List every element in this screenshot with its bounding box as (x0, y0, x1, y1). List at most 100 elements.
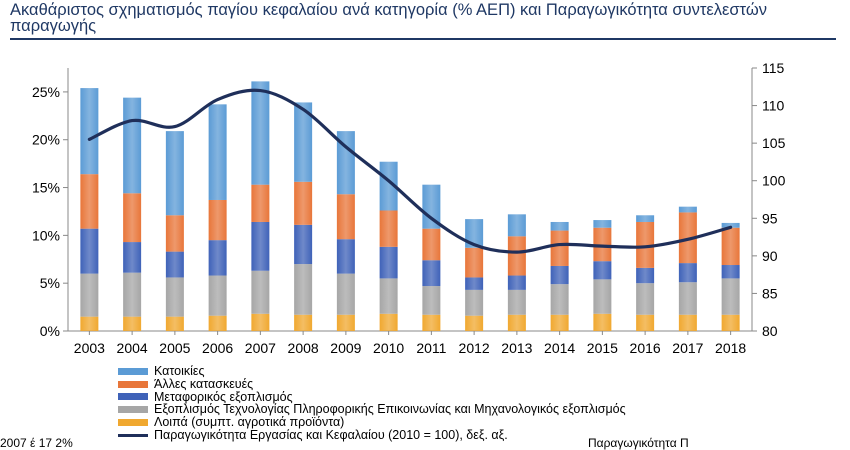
legend-item-housing: Κατοικίες (118, 365, 626, 378)
chart-area: 0% 5% 10% 15% 20% 25% 80 85 90 95 100 105 110 115 2003… (32, 60, 786, 356)
bar-segment (636, 314, 655, 331)
bar-segment (678, 206, 697, 213)
bar-segment (251, 221, 270, 271)
bar-segment (721, 265, 740, 279)
clipped-text-left: 2007 έ 17 2% (0, 436, 73, 450)
bar-segment (721, 314, 740, 331)
bar-segment (208, 104, 227, 200)
bar-segment (636, 267, 655, 284)
productivity-line (87, 88, 733, 254)
bar-segment (465, 277, 484, 290)
bar-segment (550, 230, 569, 266)
bar-segment (294, 224, 313, 265)
bar-segment (379, 210, 398, 247)
x-tick-label: 2018 (715, 340, 746, 356)
y-tick-label-left: 10% (32, 227, 60, 243)
bar-segment (593, 220, 612, 228)
bar-segment (165, 277, 184, 317)
legend-label-productivity: Παραγωγικότητα Εργασίας και Κεφαλαίου (2… (154, 427, 508, 442)
bar-segment (336, 239, 355, 274)
bar-segment (294, 181, 313, 225)
x-tick-label: 2016 (630, 340, 661, 356)
y-tick-label-right: 95 (762, 210, 778, 226)
x-tick-label: 2008 (288, 340, 319, 356)
x-tick-label: 2012 (459, 340, 490, 356)
bar-segment (336, 314, 355, 331)
bar-segment (507, 289, 526, 315)
x-tick-label: 2011 (416, 340, 446, 356)
bar-segment (465, 247, 484, 278)
bar-segment (507, 214, 526, 237)
bar-segment (721, 227, 740, 266)
y-tick-label-right: 110 (762, 98, 785, 114)
y-tick-label-right: 100 (762, 173, 786, 189)
bar-segment (123, 97, 142, 194)
bar-segment (80, 316, 99, 331)
bar-segment (465, 315, 484, 331)
x-tick-label: 2006 (202, 340, 233, 356)
y-tick-label-left: 20% (32, 132, 60, 148)
bar-segment (165, 251, 184, 278)
bar-segment (422, 286, 441, 315)
bar-segment (593, 261, 612, 280)
x-tick-label: 2013 (501, 340, 532, 356)
bar-segment (336, 131, 355, 195)
bar-segment (593, 227, 612, 262)
legend-swatch-housing (118, 367, 148, 375)
bar-segment (336, 273, 355, 315)
bar-segment (336, 194, 355, 240)
bar-segment (251, 270, 270, 314)
bar-segment (294, 314, 313, 331)
bar-segment (123, 272, 142, 317)
legend-label-housing: Κατοικίες (154, 364, 205, 378)
bar-segment (208, 275, 227, 316)
bar-segment (422, 260, 441, 287)
bar-segment (123, 242, 142, 273)
legend-item-other: Λοιπά (συμπτ. αγροτικά προϊόντα) (118, 416, 626, 429)
bar-segment (379, 246, 398, 279)
bar-segment (678, 263, 697, 283)
bar-segment (422, 184, 441, 229)
legend-item-ict-machinery: Εξοπλισμός Τεχνολογίας Πληροφορικής Επικ… (118, 403, 626, 416)
bar-segment (379, 161, 398, 211)
bar-segment (123, 193, 142, 243)
bar-segment (208, 199, 227, 241)
y-tick-label-left: 0% (40, 323, 60, 339)
bar-segment (550, 284, 569, 315)
y-tick-label-right: 80 (762, 323, 778, 339)
bar-segment (550, 265, 569, 285)
bar-segment (208, 240, 227, 276)
legend-swatch-ict-machinery (118, 406, 148, 414)
bar-segment (123, 316, 142, 331)
x-tick-label: 2017 (672, 340, 703, 356)
x-tick-label: 2007 (245, 340, 276, 356)
legend-label-other-construction: Άλλες κατασκευές (154, 376, 254, 391)
bar-segment (507, 314, 526, 331)
bar-segment (507, 236, 526, 276)
bar-segment (294, 264, 313, 315)
y-tick-label-left: 5% (40, 275, 60, 291)
y-tick-label-right: 90 (762, 248, 778, 264)
bar-segment (593, 279, 612, 314)
bar-segment (379, 313, 398, 331)
legend-label-transport-equipment: Μεταφορικός εξοπλισμός (154, 389, 293, 404)
x-tick-label: 2015 (587, 340, 618, 356)
legend-item-productivity: Παραγωγικότητα Εργασίας και Κεφαλαίου (2… (118, 429, 626, 442)
bar-segment (251, 81, 270, 185)
bar-segment (80, 273, 99, 317)
bar-segment (422, 314, 441, 331)
bar-segment (678, 282, 697, 315)
bar-segment (721, 222, 740, 228)
bar-segment (465, 219, 484, 248)
y-tick-label-right: 115 (762, 60, 785, 76)
bar-segment (636, 221, 655, 268)
legend-swatch-productivity (118, 433, 148, 437)
bar-segment (165, 131, 184, 216)
bar-segment (550, 221, 569, 231)
bar-segment (165, 316, 184, 331)
bar-segment (80, 88, 99, 175)
chart-title: Ακαθάριστος σχηματισμός παγίου κεφαλαίου… (10, 1, 767, 35)
legend-item-transport-equipment: Μεταφορικός εξοπλισμός (118, 389, 626, 404)
legend-item-other-construction: Άλλες κατασκευές (118, 376, 626, 391)
x-tick-label: 2004 (117, 340, 148, 356)
